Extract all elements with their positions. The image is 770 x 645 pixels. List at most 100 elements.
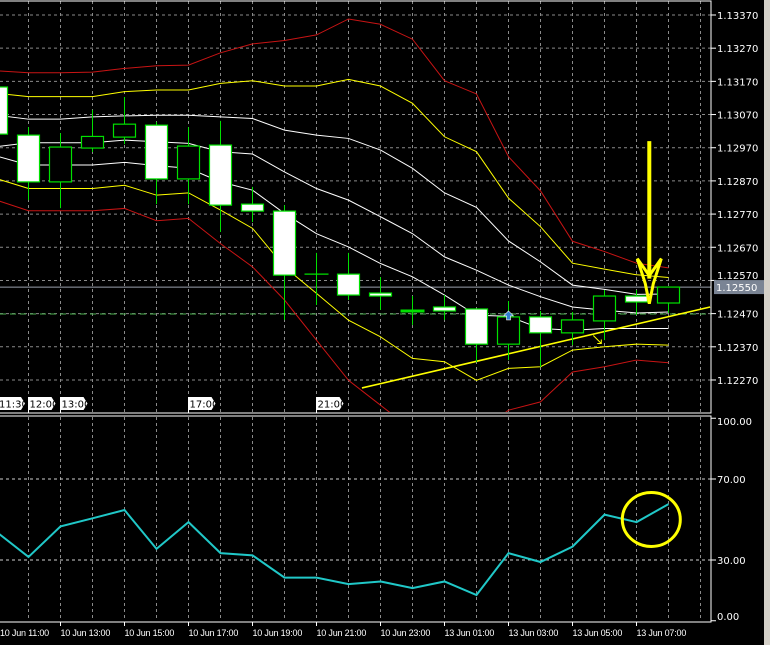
candle xyxy=(144,121,169,205)
candle xyxy=(368,277,393,310)
indicator-tick-label: 70.00 xyxy=(717,475,746,486)
candle xyxy=(304,252,329,305)
candle-body xyxy=(528,316,553,334)
indicator-line xyxy=(0,503,669,597)
price-tick-label: 1.12670 xyxy=(717,243,758,254)
time-label: 10 Jun 21:00 xyxy=(317,628,367,638)
price-tick-label: 1.13070 xyxy=(717,111,758,122)
candle xyxy=(432,295,457,320)
time-marker-label: 21:00 xyxy=(318,400,347,411)
price-tick-label: 1.12370 xyxy=(717,343,758,354)
highlight-circle xyxy=(620,490,682,548)
small-arrow-icon xyxy=(592,335,602,344)
candle-body xyxy=(624,295,649,303)
price-tick-label: 1.12970 xyxy=(717,144,758,155)
price-tick-label: 1.12470 xyxy=(717,310,758,321)
candle xyxy=(336,252,361,301)
price-panel[interactable] xyxy=(0,18,711,437)
time-marker-flag xyxy=(28,397,56,410)
candle xyxy=(496,301,521,361)
candle xyxy=(208,120,233,232)
time-marker-flag xyxy=(0,397,25,410)
candle xyxy=(400,296,425,325)
candle-body xyxy=(80,135,105,149)
candle-body xyxy=(272,210,297,276)
time-label: 13 Jun 07:00 xyxy=(637,628,687,638)
current-price-badge xyxy=(714,280,766,295)
candle-body xyxy=(144,124,169,180)
indicator-panel[interactable] xyxy=(0,490,682,597)
candle-body xyxy=(656,286,681,304)
trendline xyxy=(361,306,711,389)
candle-body xyxy=(560,319,585,334)
time-label: 10 Jun 15:00 xyxy=(125,628,175,638)
time-marker-label: 11:30 xyxy=(0,400,28,411)
candle xyxy=(592,290,617,341)
candle-body xyxy=(112,123,137,138)
band-outer-upper xyxy=(0,18,669,269)
time-marker-label: 13:00 xyxy=(62,400,91,411)
time-marker-label: 12:00 xyxy=(30,400,59,411)
candle-body xyxy=(48,146,73,183)
time-axis: 10 Jun 11:00 10 Jun 13:00 10 Jun 15:00 10 J… xyxy=(0,622,687,638)
time-label: 10 Jun 17:00 xyxy=(189,628,239,638)
candle xyxy=(560,311,585,346)
indicator-tick-label: 30.00 xyxy=(717,556,746,567)
candle-body xyxy=(432,306,457,312)
candle-body xyxy=(176,145,201,180)
candle xyxy=(0,86,9,135)
candle xyxy=(240,186,265,223)
time-marker-flag xyxy=(188,397,216,410)
panel-frames xyxy=(0,0,712,623)
candle xyxy=(464,308,489,363)
indicator-tick-label: 100.00 xyxy=(717,417,752,428)
candle xyxy=(176,127,201,205)
current-price-label: 1.12550 xyxy=(716,283,757,294)
price-tick-label: 1.13170 xyxy=(717,77,758,88)
band-mid-lower xyxy=(0,179,669,381)
price-grid xyxy=(0,1,711,412)
time-label: 13 Jun 05:00 xyxy=(573,628,623,638)
indicator-axis: 100.00 70.00 30.00 0.00 xyxy=(711,417,752,623)
candle-body xyxy=(240,203,265,212)
time-label: 13 Jun 03:00 xyxy=(509,628,559,638)
candle-body xyxy=(496,316,521,345)
time-label: 10 Jun 19:00 xyxy=(253,628,303,638)
price-tick-label: 1.12770 xyxy=(717,210,758,221)
price-panel-frame xyxy=(0,0,712,414)
price-tick-label: 1.12870 xyxy=(717,177,758,188)
candle-body xyxy=(0,86,9,135)
time-label: 10 Jun 23:00 xyxy=(381,628,431,638)
candle-body xyxy=(592,295,617,322)
candle xyxy=(80,109,105,153)
price-tick-label: 1.13370 xyxy=(717,11,758,22)
band-inner-lower xyxy=(0,156,669,331)
candle-body xyxy=(464,308,489,345)
time-label: 10 Jun 13:00 xyxy=(61,628,111,638)
price-tick-label: 1.12570 xyxy=(717,271,758,282)
candle xyxy=(48,133,73,209)
time-label: 13 Jun 01:00 xyxy=(445,628,495,638)
candle xyxy=(528,310,553,368)
window-edge xyxy=(764,0,770,645)
candle xyxy=(656,286,681,313)
time-marker-label: 17:00 xyxy=(190,400,219,411)
indicator-grid xyxy=(0,417,711,621)
candle-body xyxy=(368,292,393,297)
candle xyxy=(624,290,649,315)
candle-body xyxy=(208,144,233,206)
time-markers: 11:30 12:00 13:00 17:00 21:00 xyxy=(0,397,346,413)
time-label: 10 Jun 11:00 xyxy=(0,628,49,638)
band-center xyxy=(0,139,669,314)
indicator-panel-frame xyxy=(0,415,712,623)
band-inner-upper xyxy=(0,114,669,295)
band-mid-upper xyxy=(0,78,669,278)
indicator-tick-label: 0.00 xyxy=(717,612,739,623)
buy-arrow-icon xyxy=(502,310,515,321)
price-tick-label: 1.13270 xyxy=(717,44,758,55)
candle-body xyxy=(16,134,41,183)
band-outer-lower xyxy=(0,200,669,412)
candle xyxy=(272,205,297,320)
annotation-arrow-head-icon xyxy=(635,257,663,304)
